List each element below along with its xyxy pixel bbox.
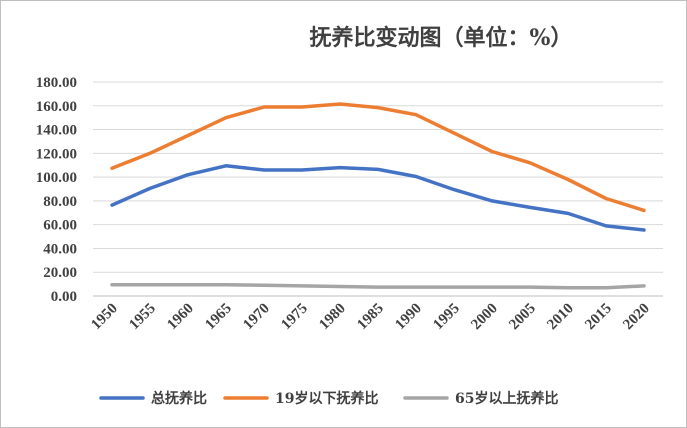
x-tick-label: 1965	[202, 301, 235, 334]
y-tick-label: 80.00	[43, 194, 77, 210]
series-line-2	[110, 102, 646, 213]
x-tick-label: 2005	[506, 301, 539, 334]
x-tick-label: 1990	[392, 301, 425, 334]
x-tick-label: 1950	[88, 301, 121, 334]
series-line-3	[110, 282, 646, 290]
series-lines	[110, 102, 646, 290]
chart-title: 抚养比变动图（单位：%）	[310, 25, 573, 51]
y-axis-ticks: 0.00 20.00 40.00 60.00 80.00 100.00 120.00 140.…	[36, 75, 77, 305]
legend-label: 19岁以下抚养比	[275, 390, 378, 407]
x-tick-label: 1975	[278, 301, 311, 334]
x-axis-ticks: 1950 1955 1960 1965 1970 1975 1980 1985 1990 1995…	[88, 301, 653, 334]
grid-lines	[93, 81, 663, 297]
y-tick-label: 60.00	[43, 218, 77, 234]
legend: 总抚养比 19岁以下抚养比 65岁以上抚养比	[99, 390, 558, 407]
x-tick-label: 2015	[582, 301, 615, 334]
x-tick-label: 2000	[468, 301, 501, 334]
legend-label: 总抚养比	[151, 390, 207, 407]
y-tick-label: 20.00	[43, 265, 77, 281]
legend-label: 65岁以上抚养比	[455, 390, 558, 407]
series-line-1	[110, 164, 646, 232]
y-tick-label: 140.00	[36, 123, 77, 139]
y-tick-label: 0.00	[51, 289, 77, 305]
y-tick-label: 180.00	[36, 75, 77, 91]
x-tick-label: 1970	[240, 301, 273, 334]
x-tick-label: 1980	[316, 301, 349, 334]
x-tick-label: 1995	[430, 301, 463, 334]
x-tick-label: 2020	[620, 301, 653, 334]
y-tick-label: 160.00	[36, 99, 77, 115]
x-tick-label: 1955	[126, 301, 159, 334]
y-tick-label: 120.00	[36, 146, 77, 162]
x-tick-label: 1960	[164, 301, 197, 334]
y-tick-label: 100.00	[36, 170, 77, 186]
x-tick-label: 2010	[544, 301, 577, 334]
x-tick-label: 1985	[354, 301, 387, 334]
y-tick-label: 40.00	[43, 241, 77, 257]
